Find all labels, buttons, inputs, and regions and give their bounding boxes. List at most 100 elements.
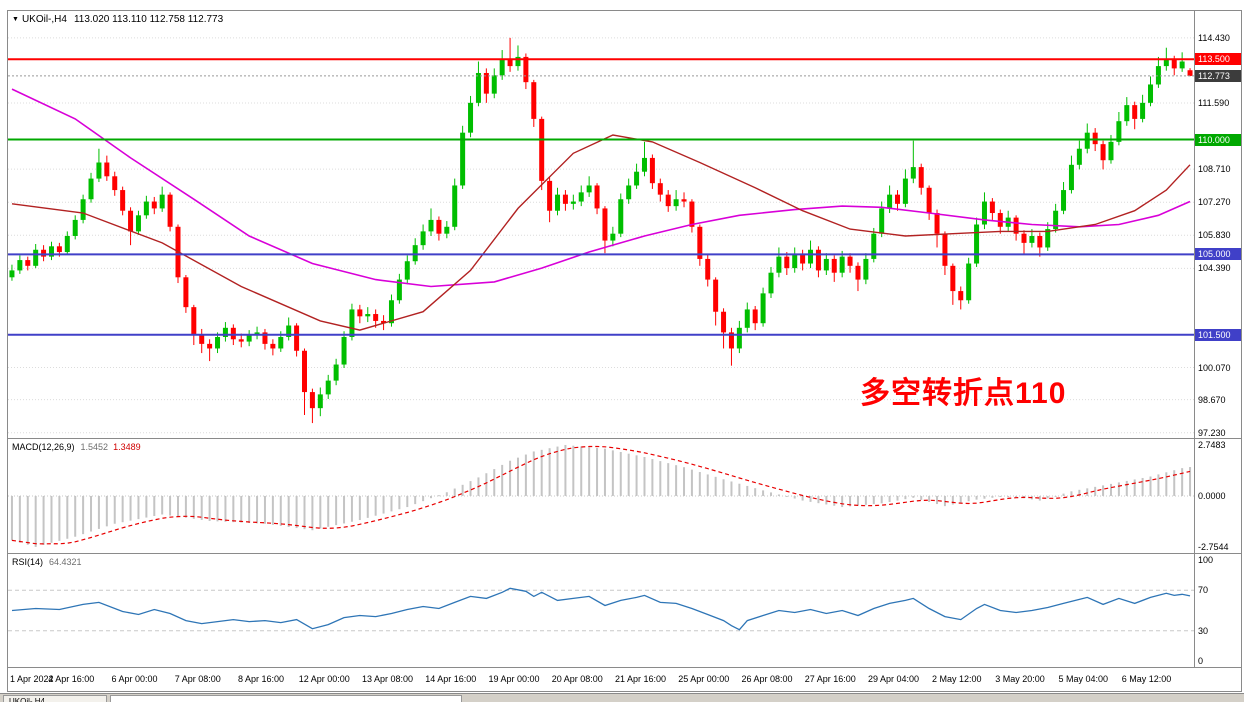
time-axis-label: 6 May 12:00: [1121, 674, 1172, 684]
macd-bar: [1189, 467, 1192, 496]
candle-body: [721, 311, 727, 333]
time-axis[interactable]: 1 Apr 2022 4 Apr 16:00 6 Apr 00:00 7 Apr 08…: [8, 667, 1241, 691]
macd-bar: [200, 495, 203, 520]
candle-body: [452, 185, 458, 227]
rsi-axis[interactable]: 100 70 30 0: [1194, 554, 1241, 667]
macd-bar: [833, 495, 836, 506]
candle-body: [752, 309, 758, 324]
macd-bar: [224, 495, 227, 522]
macd-bar: [248, 495, 251, 523]
candle-body: [230, 327, 236, 340]
candle-body: [309, 392, 315, 409]
macd-bar: [169, 495, 172, 516]
rsi-label: RSI(14) 64.4321: [12, 557, 82, 567]
candle-body: [1163, 59, 1169, 67]
chart-annotation-text[interactable]: 多空转折点110: [860, 377, 1067, 410]
ma-slow-line[interactable]: [11, 88, 1191, 288]
candle-body: [1132, 105, 1138, 119]
candle-body: [80, 199, 86, 220]
candle-body: [1029, 235, 1035, 243]
candle-body: [507, 59, 513, 67]
macd-bar: [849, 495, 852, 507]
macd-axis[interactable]: 2.7483 0.0000 -2.7544: [1194, 439, 1241, 553]
macd-pane: MACD(12,26,9) 1.5452 1.3489 2.7483 0.0000 -2…: [8, 438, 1241, 553]
macd-bar: [1141, 477, 1144, 496]
macd-bar: [603, 448, 606, 496]
macd-bar: [683, 467, 686, 496]
rsi-chart[interactable]: [8, 554, 1194, 667]
macd-bar: [192, 495, 195, 519]
candle-body: [1155, 66, 1161, 85]
price-axis[interactable]: 114.430 111.590 108.710 107.270 105.830 104.3…: [1194, 11, 1241, 438]
macd-bar: [50, 495, 53, 543]
candle-body: [491, 75, 497, 94]
price-axis-label: 108.710: [1198, 164, 1231, 175]
macd-bar: [951, 495, 954, 505]
candle-body: [404, 261, 410, 280]
candle-body: [839, 256, 845, 273]
candle-body: [325, 380, 331, 395]
macd-bar: [1173, 470, 1176, 496]
macd-plot[interactable]: MACD(12,26,9) 1.5452 1.3489: [8, 439, 1194, 553]
candle-body: [713, 279, 719, 312]
macd-bar: [635, 455, 638, 496]
candlestick-chart[interactable]: [8, 11, 1194, 438]
candle-body: [1037, 235, 1043, 248]
candle-body: [365, 314, 371, 317]
macd-bar: [437, 495, 440, 497]
candle-body: [736, 327, 742, 349]
candle-body: [151, 201, 157, 209]
time-axis-label: 4 Apr 16:00: [48, 674, 95, 684]
macd-bar: [532, 451, 535, 496]
time-axis-label: 5 May 04:00: [1058, 674, 1109, 684]
candle-body: [317, 394, 323, 409]
macd-bar: [374, 495, 377, 516]
candle-body: [570, 201, 576, 204]
candle-body: [104, 162, 110, 177]
main-chart-plot[interactable]: ▼ UKOil-,H4 113.020 113.110 112.758 112.77…: [8, 11, 1194, 438]
candle-body: [895, 194, 900, 204]
macd-bar: [1165, 472, 1168, 496]
candle-body: [562, 194, 568, 204]
macd-bar: [675, 465, 678, 496]
macd-chart[interactable]: [8, 439, 1194, 553]
macd-bar: [256, 495, 259, 524]
chart-tab[interactable]: UKOil-,H4: [3, 695, 107, 702]
candle-body: [989, 201, 995, 214]
macd-bar: [113, 495, 116, 524]
candle-body: [578, 192, 584, 202]
macd-bar: [611, 450, 614, 496]
candle-body: [1061, 190, 1067, 211]
macd-bar: [263, 495, 266, 524]
candle-body: [594, 185, 600, 209]
macd-bar: [864, 495, 867, 505]
candle-body: [333, 364, 339, 381]
candle-body: [657, 183, 663, 195]
chart-tab-inactive[interactable]: [110, 695, 462, 702]
macd-bar: [414, 495, 417, 505]
macd-bar: [627, 453, 630, 496]
candle-body: [1171, 59, 1177, 69]
candle-body: [199, 334, 205, 344]
candle-body: [96, 162, 102, 179]
candle-body: [9, 270, 15, 278]
macd-bar: [509, 460, 512, 496]
rsi-axis-label: 30: [1198, 625, 1209, 636]
ma-fast-line[interactable]: [11, 134, 1191, 331]
candle-body: [602, 208, 608, 241]
candle-body: [215, 336, 221, 349]
symbol-dropdown-icon[interactable]: ▼: [12, 16, 19, 23]
price-line-badge: 101.500: [1195, 328, 1241, 341]
macd-bar: [1054, 495, 1057, 497]
macd-bar: [667, 463, 670, 496]
candle-body: [863, 258, 869, 280]
macd-bar: [90, 495, 93, 532]
macd-bar: [121, 495, 124, 523]
macd-signal-value: 1.3489: [113, 442, 141, 452]
price-axis-label: 111.590: [1198, 98, 1230, 109]
macd-bar: [1102, 485, 1105, 496]
rsi-plot[interactable]: RSI(14) 64.4321: [8, 554, 1194, 667]
candle-body: [17, 260, 23, 271]
macd-bar: [936, 495, 939, 505]
